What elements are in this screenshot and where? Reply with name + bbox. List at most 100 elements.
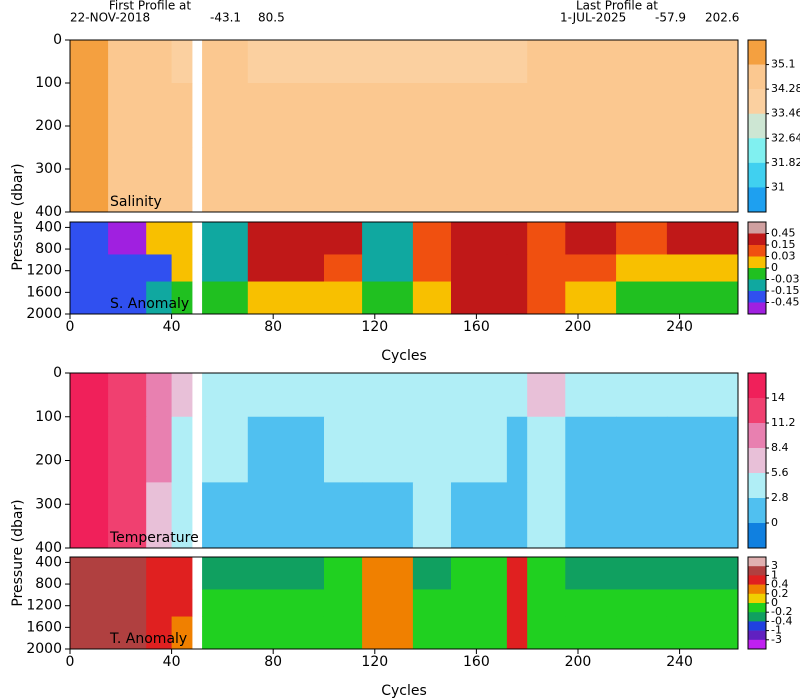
colorbar-swatch xyxy=(748,593,766,604)
heatmap-cell xyxy=(412,482,452,549)
colorbar-swatch xyxy=(748,557,766,567)
heatmap-cell xyxy=(202,616,249,650)
heatmap-cell xyxy=(70,616,109,650)
heatmap-cell xyxy=(666,557,739,590)
heatmap-cell xyxy=(565,482,617,549)
colorbar-tick-label: -0.2 xyxy=(771,605,792,618)
heatmap-cell xyxy=(450,147,508,213)
last-date: 1-JUL-2025 xyxy=(560,11,626,25)
heatmap-cell xyxy=(146,254,173,283)
plot-frame xyxy=(69,556,739,650)
heatmap-cell xyxy=(506,281,528,315)
heatmap-cell xyxy=(247,147,325,213)
y-axis-label: Pressure (dbar) xyxy=(10,499,26,606)
colorbar-tick-label: 0.45 xyxy=(771,227,796,240)
heatmap-cell xyxy=(565,40,617,84)
heatmap-cell xyxy=(323,40,363,84)
heatmap-cell xyxy=(323,557,363,590)
heatmap-cell xyxy=(247,373,325,418)
heatmap-cell xyxy=(323,416,363,483)
y-axis-label: Pressure (dbar) xyxy=(10,163,26,270)
colorbar-tick-label: 0.2 xyxy=(771,587,789,600)
heatmap-cell xyxy=(323,254,363,283)
heatmap-cell xyxy=(450,373,508,418)
colorbar-swatch xyxy=(748,162,766,188)
heatmap-cell xyxy=(108,222,147,255)
y-tick-label: 1200 xyxy=(26,263,62,279)
heatmap-cell xyxy=(108,83,147,148)
last-lat: -57.9 xyxy=(655,11,686,25)
heatmap-cell xyxy=(171,147,193,213)
heatmap-cell xyxy=(362,616,414,650)
heatmap-cell xyxy=(616,83,668,148)
heatmap-cell xyxy=(565,281,617,315)
x-tick-label: 200 xyxy=(565,319,592,335)
heatmap-cell xyxy=(412,40,452,84)
colorbar-tick-label: 33.46 xyxy=(771,107,800,120)
colorbar-swatch xyxy=(748,64,766,90)
colorbar-tick-label: -0.4 xyxy=(771,614,792,627)
colorbar-swatch xyxy=(748,268,766,280)
first-date: 22-NOV-2018 xyxy=(70,11,150,25)
heatmap-cell xyxy=(506,40,528,84)
heatmap-cell xyxy=(527,281,566,315)
heatmap-cell xyxy=(450,40,508,84)
heatmap-cell xyxy=(108,254,147,283)
heatmap-cell xyxy=(247,40,325,84)
heatmap-cell xyxy=(506,147,528,213)
heatmap-cell xyxy=(565,416,617,483)
heatmap-cell xyxy=(616,416,668,483)
colorbar-tick-label: 0.4 xyxy=(771,578,789,591)
heatmap-cell xyxy=(70,147,109,213)
heatmap-cell xyxy=(666,147,739,213)
colorbar-swatch xyxy=(748,291,766,303)
colorbar-tick-label: 8.4 xyxy=(771,441,789,454)
heatmap-cell xyxy=(362,416,414,483)
heatmap-cell xyxy=(666,83,739,148)
heatmap-cell xyxy=(247,482,325,549)
colorbar-tick-label: 0 xyxy=(771,596,778,609)
heatmap-cell xyxy=(171,416,193,483)
last-label: Last Profile at xyxy=(576,0,658,13)
heatmap-cell xyxy=(527,147,566,213)
y-tick-label: 400 xyxy=(35,204,62,220)
y-tick-label: 300 xyxy=(35,496,62,512)
heatmap-cell xyxy=(70,83,109,148)
heatmap-cell xyxy=(450,616,508,650)
colorbar-tick-label: -1 xyxy=(771,624,782,637)
colorbar-swatch xyxy=(748,138,766,164)
heatmap-cell xyxy=(527,83,566,148)
heatmap-cell xyxy=(70,557,109,590)
y-tick-label: 1600 xyxy=(26,284,62,300)
y-tick-label: 2000 xyxy=(26,306,62,322)
heatmap-cell xyxy=(616,281,668,315)
heatmap-cell xyxy=(527,373,566,418)
heatmap-cell xyxy=(247,83,325,148)
colorbar-swatch xyxy=(748,612,766,622)
colorbar-tick-label: -0.45 xyxy=(771,296,799,309)
heatmap-cell xyxy=(412,254,452,283)
heatmap-cell xyxy=(362,222,414,255)
heatmap-cell xyxy=(171,557,193,590)
colorbar-swatch xyxy=(748,398,766,424)
heatmap-cell xyxy=(450,589,508,618)
y-tick-label: 400 xyxy=(35,219,62,235)
heatmap-cell xyxy=(666,616,739,650)
heatmap-cell xyxy=(666,40,739,84)
heatmap-cell xyxy=(70,416,109,483)
y-tick-label: 0 xyxy=(53,32,62,48)
heatmap-cell xyxy=(146,281,173,315)
heatmap-cell xyxy=(527,557,566,590)
heatmap-cell xyxy=(527,616,566,650)
heatmap-cell xyxy=(616,482,668,549)
heatmap-cell xyxy=(450,557,508,590)
heatmap-cell xyxy=(323,281,363,315)
x-axis-label: Cycles xyxy=(381,348,427,364)
heatmap-cell xyxy=(362,147,414,213)
y-tick-label: 100 xyxy=(35,75,62,91)
colorbar-swatch xyxy=(748,639,766,650)
colorbar-swatch xyxy=(748,373,766,399)
y-tick-label: 800 xyxy=(35,241,62,257)
colorbar-swatch xyxy=(748,40,766,65)
heatmap-cell xyxy=(565,147,617,213)
